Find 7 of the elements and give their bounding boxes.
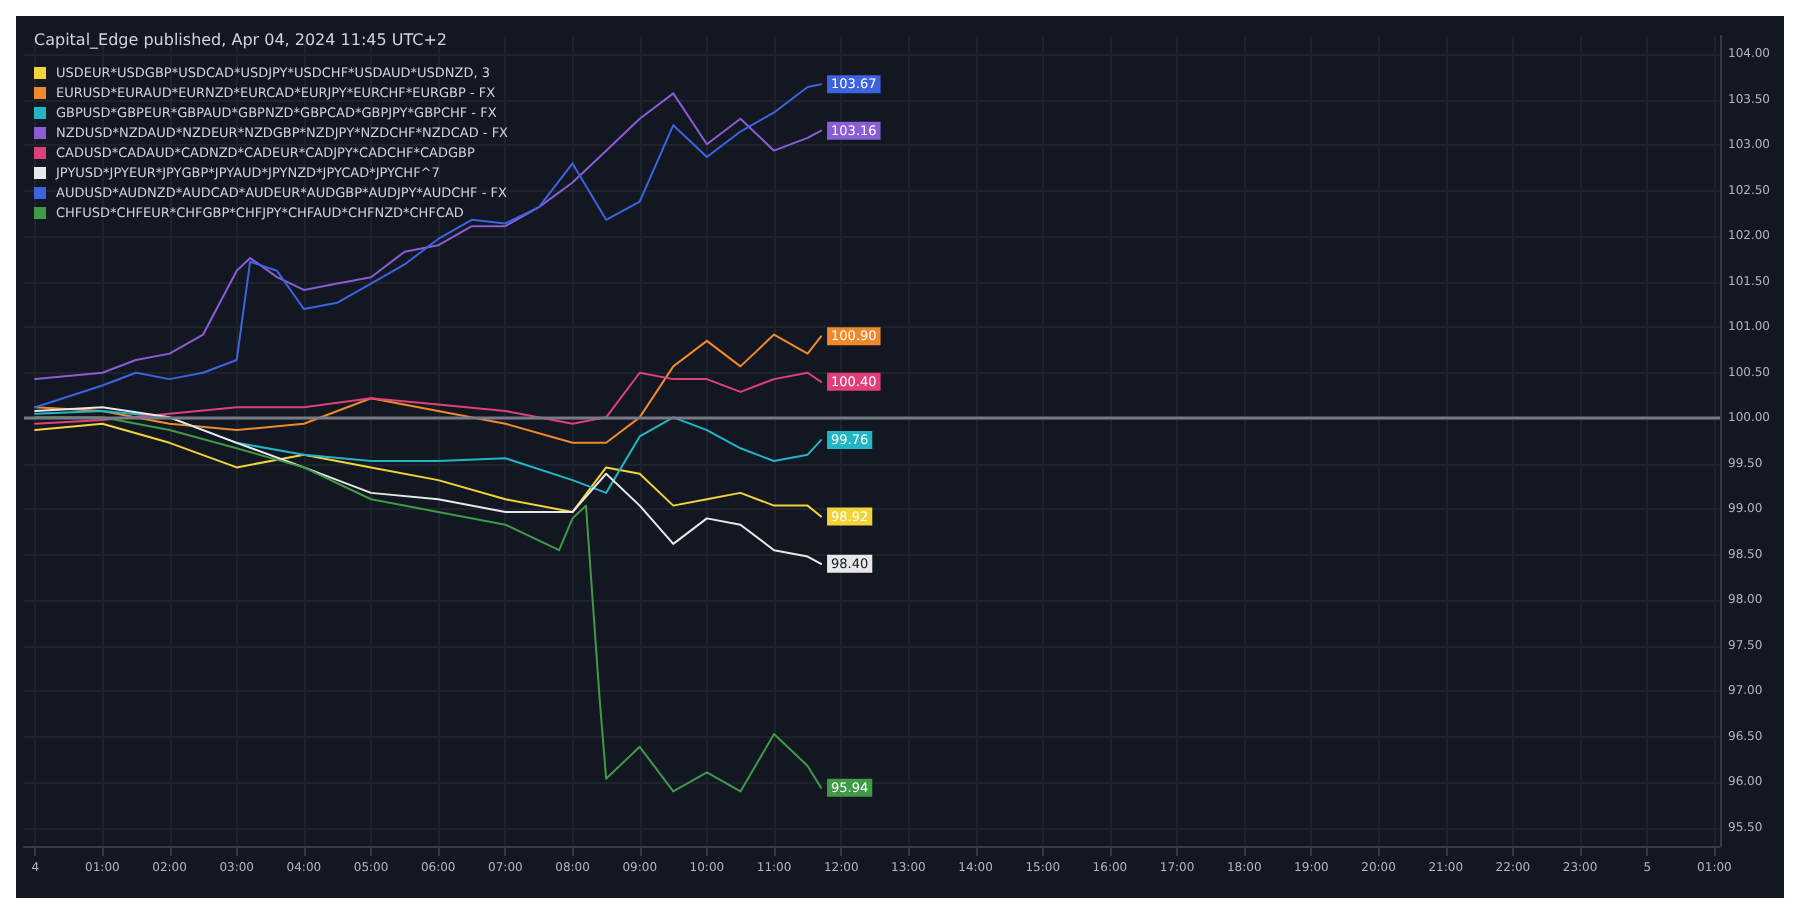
line-series	[34, 422, 823, 518]
line-series	[34, 409, 823, 494]
line-series	[34, 333, 823, 444]
line-series	[34, 416, 823, 793]
line-series	[34, 371, 823, 425]
chart-title: Capital_Edge published, Apr 04, 2024 11:45 UTC+2	[34, 31, 448, 49]
line-series	[34, 406, 823, 565]
